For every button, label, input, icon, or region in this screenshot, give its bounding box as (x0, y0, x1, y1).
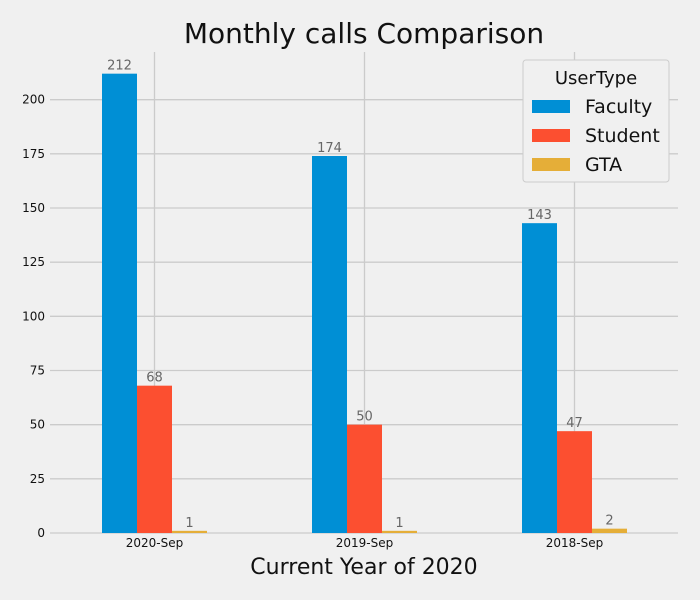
x-tick-labels: 2020-Sep 2019-Sep 2018-Sep (126, 536, 604, 550)
x-tick-label: 2018-Sep (546, 536, 604, 550)
bar-faculty (102, 73, 137, 534)
legend-entries: Faculty Student GTA (532, 96, 660, 176)
data-label: 68 (146, 371, 163, 386)
data-label: 1 (185, 516, 193, 531)
y-tick-label: 75 (30, 364, 45, 378)
y-tick-label: 125 (22, 255, 45, 269)
legend-title: UserType (555, 68, 637, 89)
legend-swatch-gta (532, 158, 570, 171)
legend-swatch-faculty (532, 100, 570, 113)
legend-box (522, 59, 670, 183)
y-tick-label: 50 (30, 418, 45, 432)
y-tick-label: 200 (22, 93, 45, 107)
legend: UserType Faculty Student GTA (522, 59, 670, 183)
bar-gta (382, 530, 417, 533)
x-tick-label: 2019-Sep (336, 536, 394, 550)
y-tick-label: 150 (22, 201, 45, 215)
data-label: 47 (566, 416, 583, 431)
bar-student (557, 431, 592, 533)
data-label: 174 (317, 141, 342, 156)
bar-student (137, 385, 172, 533)
y-tick-label: 25 (30, 472, 45, 486)
bar-gta (592, 528, 627, 533)
x-tick-label: 2020-Sep (126, 536, 184, 550)
legend-swatch-student (532, 129, 570, 142)
bar-faculty (312, 156, 347, 533)
data-label: 212 (107, 59, 132, 74)
data-label: 2 (605, 514, 613, 529)
legend-label-faculty: Faculty (585, 96, 652, 118)
data-label: 1 (395, 516, 403, 531)
y-tick-label: 0 (37, 526, 45, 540)
bars-layer (102, 73, 627, 534)
legend-label-gta: GTA (585, 154, 622, 176)
x-axis-label: Current Year of 2020 (250, 555, 477, 580)
y-tick-label: 100 (22, 309, 45, 323)
chart-title: Monthly calls Comparison (184, 17, 544, 50)
bar-gta (172, 530, 207, 533)
data-label: 50 (356, 410, 373, 425)
legend-label-student: Student (585, 125, 660, 147)
bar-student (347, 424, 382, 533)
bar-faculty (522, 223, 557, 533)
data-label: 143 (527, 208, 552, 223)
data-labels-layer: 212 174 143 68 50 47 1 1 2 (107, 59, 614, 531)
y-tick-label: 175 (22, 147, 45, 161)
y-tick-labels: 0 25 50 75 100 125 150 175 200 (22, 93, 45, 540)
